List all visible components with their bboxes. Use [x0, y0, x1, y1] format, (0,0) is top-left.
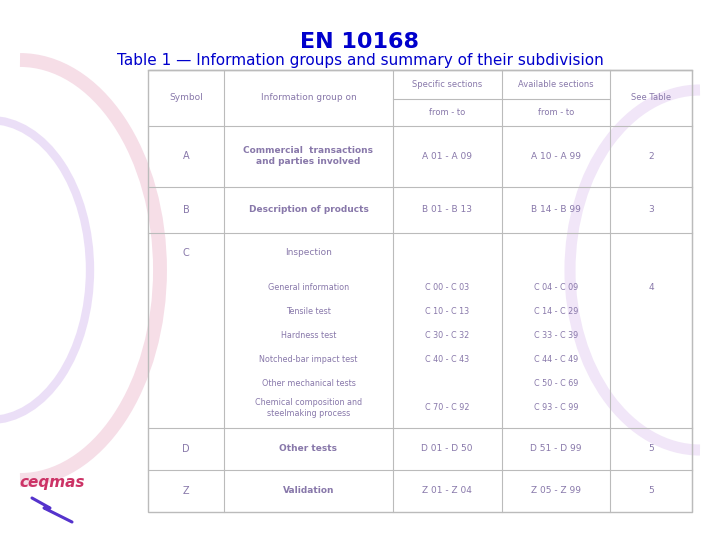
Text: Notched-bar impact test: Notched-bar impact test [259, 355, 358, 364]
Text: C 40 - C 43: C 40 - C 43 [425, 355, 469, 364]
Text: 5: 5 [648, 444, 654, 453]
Text: 3: 3 [648, 205, 654, 214]
Text: Table 1 — Information groups and summary of their subdivision: Table 1 — Information groups and summary… [117, 53, 603, 68]
Bar [148, 70, 692, 512]
Text: D 51 - D 99: D 51 - D 99 [530, 444, 582, 453]
Text: C: C [183, 248, 189, 258]
Text: from - to: from - to [429, 107, 465, 117]
Text: Inspection: Inspection [285, 248, 332, 257]
Text: C 30 - C 32: C 30 - C 32 [425, 332, 469, 340]
Text: Chemical composition and
steelmaking process: Chemical composition and steelmaking pro… [255, 398, 362, 417]
Text: EN 10168: EN 10168 [300, 32, 420, 52]
Text: from - to: from - to [538, 107, 574, 117]
Text: Z 01 - Z 04: Z 01 - Z 04 [422, 487, 472, 495]
Text: 2: 2 [649, 152, 654, 160]
Text: 5: 5 [648, 487, 654, 495]
Text: Other mechanical tests: Other mechanical tests [261, 380, 356, 388]
Text: A 01 - A 09: A 01 - A 09 [422, 152, 472, 160]
Text: Other tests: Other tests [279, 444, 338, 453]
Text: Specific sections: Specific sections [412, 80, 482, 89]
Text: C 10 - C 13: C 10 - C 13 [425, 307, 469, 316]
Text: C 04 - C 09: C 04 - C 09 [534, 284, 578, 293]
Text: Description of products: Description of products [248, 205, 369, 214]
Text: Information group on: Information group on [261, 93, 356, 102]
Text: C 50 - C 69: C 50 - C 69 [534, 380, 578, 388]
Text: A 10 - A 99: A 10 - A 99 [531, 152, 581, 160]
Text: Z: Z [183, 486, 189, 496]
Text: C 93 - C 99: C 93 - C 99 [534, 403, 578, 413]
Text: B 01 - B 13: B 01 - B 13 [422, 205, 472, 214]
Text: D 01 - D 50: D 01 - D 50 [421, 444, 473, 453]
Text: Tensile test: Tensile test [286, 307, 331, 316]
Text: D: D [182, 444, 190, 454]
Text: C 14 - C 29: C 14 - C 29 [534, 307, 578, 316]
Text: C 33 - C 39: C 33 - C 39 [534, 332, 578, 340]
Text: B: B [183, 205, 189, 215]
Text: C 44 - C 49: C 44 - C 49 [534, 355, 578, 364]
Text: C 70 - C 92: C 70 - C 92 [425, 403, 469, 413]
Text: Available sections: Available sections [518, 80, 594, 89]
Text: B 14 - B 99: B 14 - B 99 [531, 205, 581, 214]
Text: Hardness test: Hardness test [281, 332, 336, 340]
Text: Symbol: Symbol [169, 93, 203, 102]
Text: A: A [183, 151, 189, 161]
Text: C 00 - C 03: C 00 - C 03 [425, 284, 469, 293]
Text: Z 05 - Z 99: Z 05 - Z 99 [531, 487, 581, 495]
Text: See Table: See Table [631, 93, 671, 102]
Text: 4: 4 [649, 284, 654, 293]
Text: Commercial  transactions
and parties involved: Commercial transactions and parties invo… [243, 146, 374, 166]
Text: ceqmas: ceqmas [19, 475, 85, 489]
Text: General information: General information [268, 284, 349, 293]
Text: Validation: Validation [283, 487, 334, 495]
